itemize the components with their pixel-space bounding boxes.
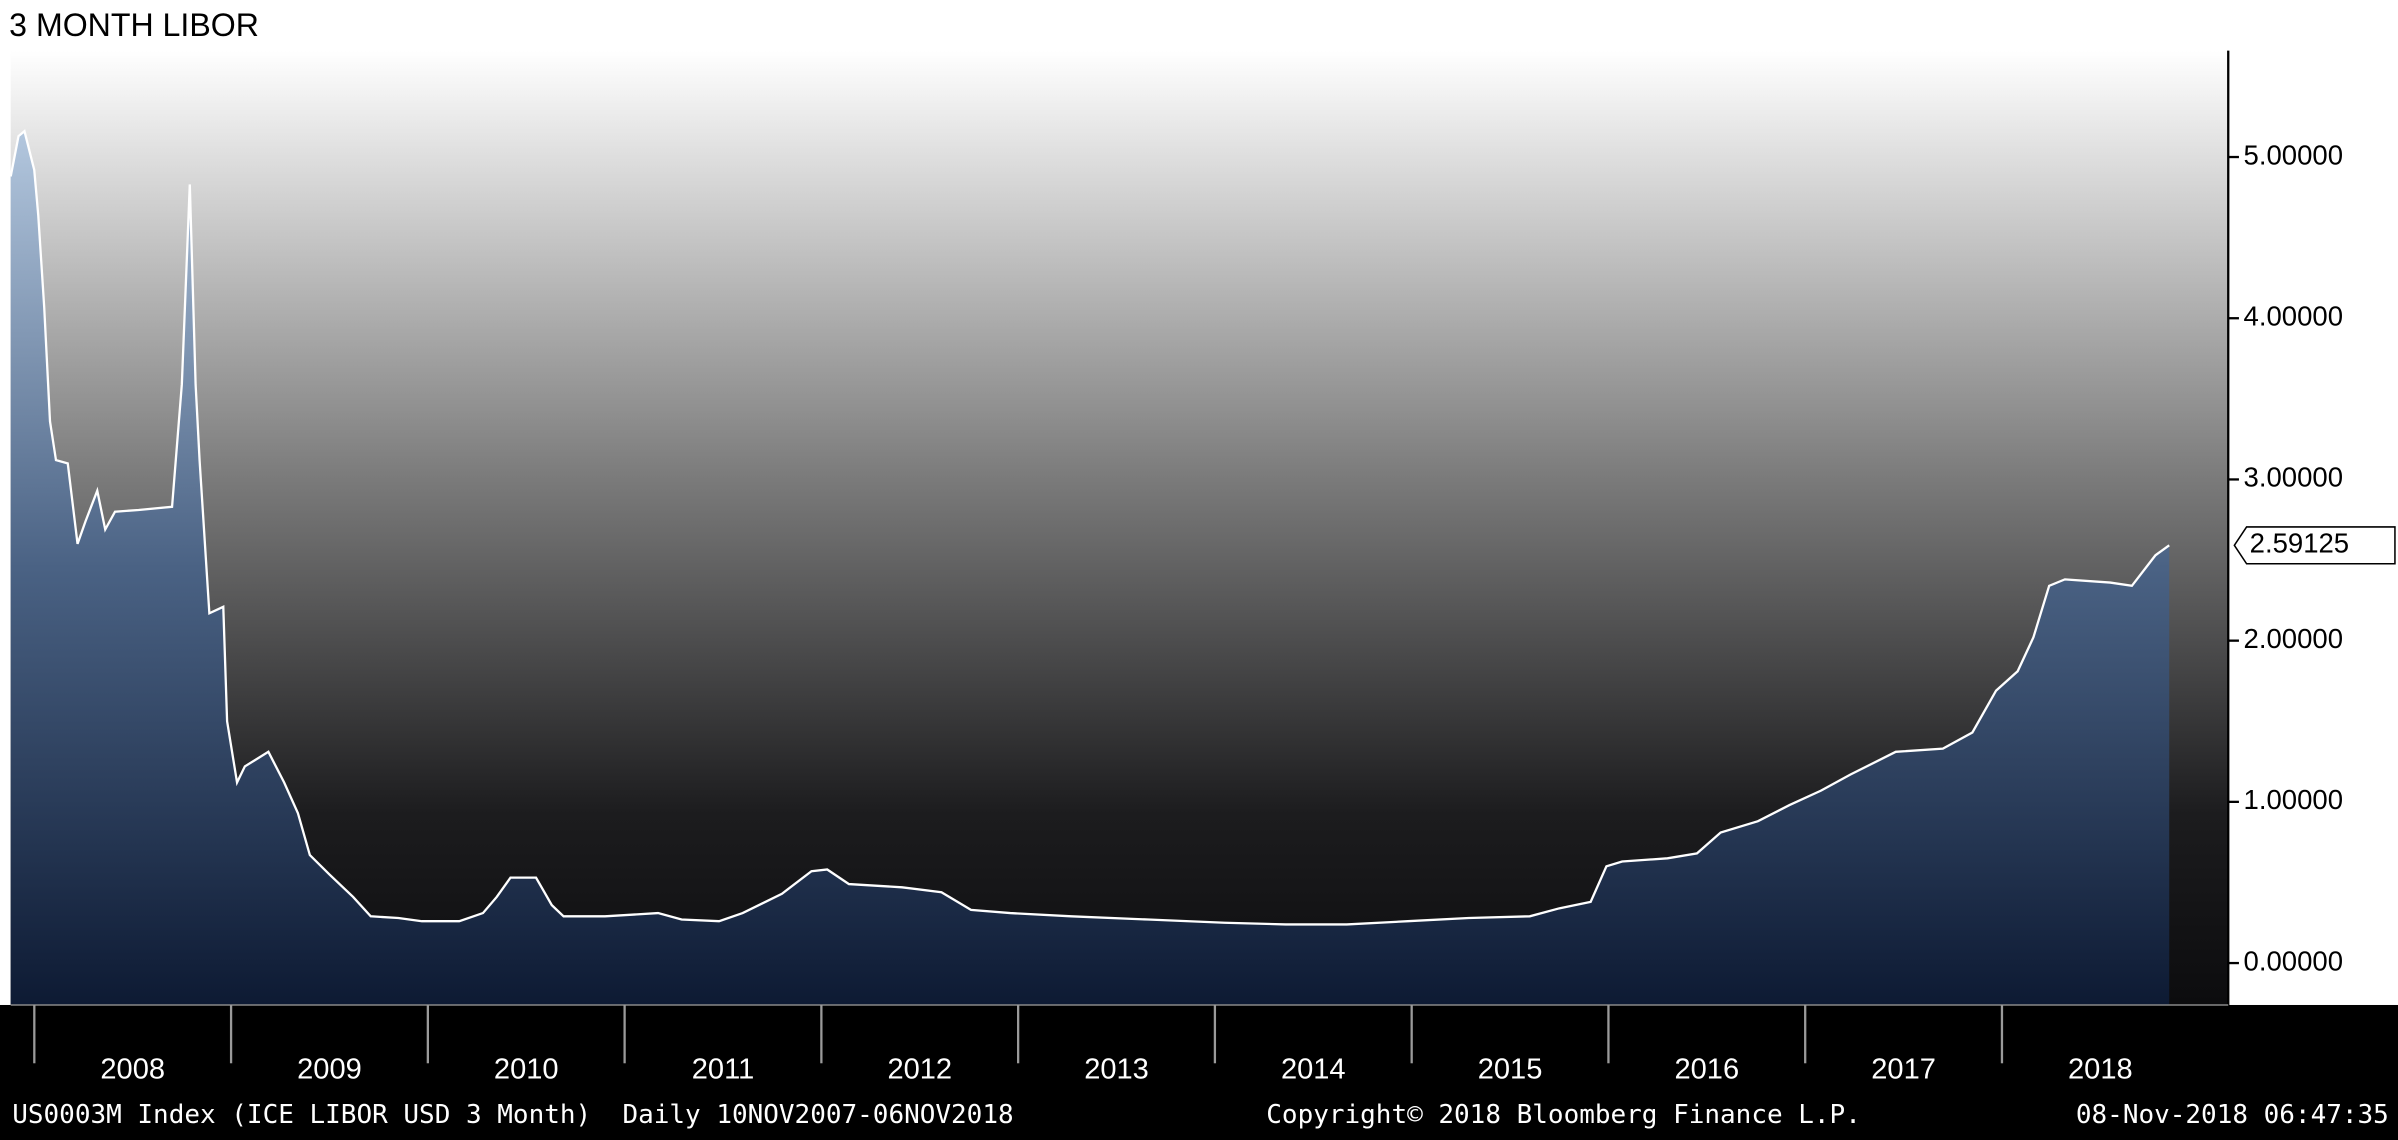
area <box>10 131 2170 1005</box>
footer-timestamp: 08-Nov-2018 06:47:35 <box>2076 1100 2389 1130</box>
x-tick-label: 2015 <box>1478 1054 1543 1086</box>
y-tick-label: 3.00000 <box>2244 462 2343 493</box>
y-tick-label: 2.00000 <box>2244 623 2343 654</box>
last-value-box <box>2233 526 2396 565</box>
footer-strip <box>0 1004 2398 1140</box>
x-tick-label: 2013 <box>1084 1054 1149 1086</box>
x-tick-label: 2010 <box>494 1054 559 1086</box>
y-tick-label: 5.00000 <box>2244 139 2343 170</box>
axes: 0.00000 1.00000 2.00000 3.00000 4.00000 5.000… <box>33 139 2396 1086</box>
x-tick-label: 2016 <box>1675 1054 1740 1086</box>
plot <box>9 129 2170 1005</box>
x-tick-label: 2009 <box>297 1054 362 1086</box>
x-tick-label: 2008 <box>100 1054 165 1086</box>
x-tick-label: 2014 <box>1281 1054 1346 1086</box>
line <box>9 129 2170 926</box>
x-tick-label: 2017 <box>1871 1054 1936 1086</box>
footer-copyright: Copyright© 2018 Bloomberg Finance L.P. <box>1266 1100 1861 1130</box>
x-tick-label: 2018 <box>2068 1054 2133 1086</box>
y-tick-label: 4.00000 <box>2244 300 2343 331</box>
last-value-label: 2.59125 <box>2250 528 2349 559</box>
x-tick-label: 2011 <box>692 1054 754 1086</box>
chart-title: 3 MONTH LIBOR <box>9 7 259 43</box>
footer-source: US0003M Index (ICE LIBOR USD 3 Month) Da… <box>12 1100 1013 1130</box>
y-tick-label: 1.00000 <box>2244 784 2343 815</box>
x-tick-label: 2012 <box>887 1054 952 1086</box>
y-tick-label: 0.00000 <box>2244 945 2343 976</box>
